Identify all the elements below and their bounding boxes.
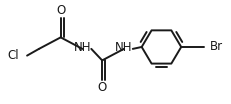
Text: Br: Br — [209, 40, 222, 53]
Text: O: O — [97, 80, 106, 93]
Text: O: O — [56, 4, 65, 17]
Text: NH: NH — [115, 41, 132, 54]
Text: Cl: Cl — [8, 49, 19, 62]
Text: NH: NH — [73, 41, 91, 54]
